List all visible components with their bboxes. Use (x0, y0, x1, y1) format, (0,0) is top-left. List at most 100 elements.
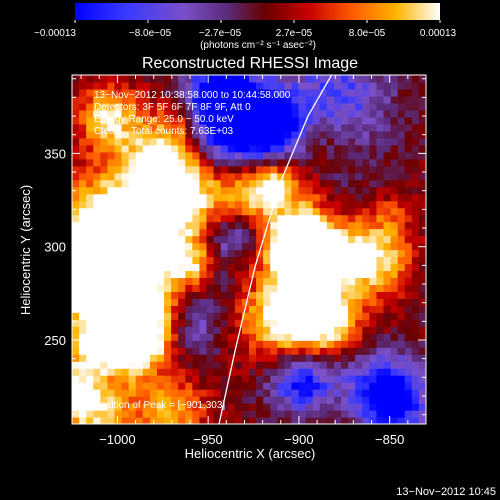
heatmap-cell (72, 249, 80, 258)
heatmap-cell (277, 256, 285, 265)
heatmap-cell (312, 123, 321, 132)
heatmap-cell (376, 81, 385, 90)
heatmap-cell (234, 130, 243, 139)
heatmap-cell (213, 319, 222, 327)
heatmap-cell (404, 123, 413, 132)
heatmap-cell (178, 368, 186, 376)
heatmap-cell (206, 88, 215, 97)
heatmap-cell (142, 214, 151, 223)
heatmap-cell (164, 207, 172, 216)
heatmap-cell (164, 109, 172, 118)
heatmap-cell (270, 151, 278, 160)
heatmap-cell (319, 109, 328, 118)
heatmap-cell (213, 228, 222, 237)
heatmap-cell (397, 389, 406, 397)
heatmap-cell (93, 109, 101, 118)
heatmap-cell (227, 249, 236, 258)
heatmap-cell (93, 368, 101, 376)
heatmap-cell (383, 221, 392, 230)
heatmap-cell (164, 396, 172, 404)
heatmap-cell (121, 186, 130, 195)
heatmap-cell (206, 298, 215, 306)
heatmap-cell (178, 403, 186, 411)
heatmap-cell (369, 305, 378, 313)
annotation-detectors: Detectors: 3F 5F 6F 7F 8F 9F, Att 0 (94, 102, 251, 113)
x-tick-labels: −1000 −950 −900 −850 (99, 432, 404, 447)
heatmap-cell (93, 165, 101, 174)
heatmap-cell (277, 207, 285, 216)
heatmap-cell (376, 361, 385, 369)
heatmap-cell (128, 368, 137, 376)
heatmap-cell (72, 151, 80, 160)
heatmap-cell (72, 102, 80, 111)
heatmap-cell (164, 75, 172, 83)
heatmap-cell (220, 312, 229, 320)
heatmap-cell (369, 312, 378, 320)
heatmap-cell (376, 179, 385, 188)
heatmap-cell (178, 172, 186, 181)
heatmap-cell (298, 130, 307, 139)
heatmap-cell (114, 207, 123, 216)
heatmap-cell (114, 235, 123, 244)
heatmap-cell (341, 158, 349, 167)
heatmap-cell (199, 75, 208, 83)
heatmap-cell (213, 368, 222, 376)
heatmap-cell (107, 165, 116, 174)
heatmap-cell (333, 88, 342, 97)
heatmap-cell (312, 291, 321, 299)
heatmap-cell (284, 186, 293, 195)
heatmap-cell (397, 354, 406, 362)
heatmap-cell (291, 340, 300, 348)
heatmap-cell (135, 81, 144, 90)
heatmap-cell (291, 165, 300, 174)
heatmap-cell (284, 193, 293, 202)
heatmap-cell (369, 242, 378, 251)
heatmap-cell (227, 417, 236, 424)
heatmap-cell (284, 256, 293, 265)
heatmap-cell (369, 144, 378, 153)
heatmap-cell (319, 95, 328, 104)
heatmap-cell (355, 165, 363, 174)
heatmap-cell (411, 361, 420, 369)
heatmap-cell (79, 284, 87, 292)
heatmap-cell (326, 116, 335, 125)
heatmap-cell (369, 193, 378, 202)
heatmap-cell (241, 375, 250, 383)
heatmap-cell (171, 151, 179, 160)
heatmap-cell (206, 291, 215, 299)
heatmap-cell (291, 389, 300, 397)
heatmap-cell (100, 95, 108, 104)
heatmap-cell (298, 207, 307, 216)
heatmap-cell (164, 158, 172, 167)
heatmap-cell (333, 347, 342, 355)
heatmap-cell (355, 361, 363, 369)
heatmap-cell (234, 298, 243, 306)
heatmap-cell (114, 333, 123, 341)
heatmap-cell (171, 75, 179, 83)
heatmap-cell (142, 291, 151, 299)
heatmap-cell (326, 228, 335, 237)
heatmap-cell (114, 151, 123, 160)
heatmap-cell (249, 207, 257, 216)
heatmap-cell (270, 347, 278, 355)
heatmap-cell (164, 270, 172, 279)
heatmap-cell (355, 263, 363, 272)
heatmap-cell (249, 235, 257, 244)
heatmap-cell (107, 123, 116, 132)
heatmap-cell (397, 228, 406, 237)
heatmap-cell (171, 340, 179, 348)
heatmap-cell (305, 221, 314, 230)
heatmap-cell (298, 75, 307, 83)
heatmap-cell (107, 403, 116, 411)
heatmap-cell (383, 319, 392, 327)
heatmap-cell (241, 347, 250, 355)
heatmap-cell (241, 193, 250, 202)
heatmap-cell (241, 200, 250, 209)
heatmap-cell (376, 375, 385, 383)
heatmap-cell (234, 123, 243, 132)
heatmap-cell (142, 221, 151, 230)
heatmap-cell (241, 354, 250, 362)
heatmap-cell (418, 333, 426, 341)
heatmap-cell (107, 130, 116, 139)
heatmap-cell (249, 347, 257, 355)
